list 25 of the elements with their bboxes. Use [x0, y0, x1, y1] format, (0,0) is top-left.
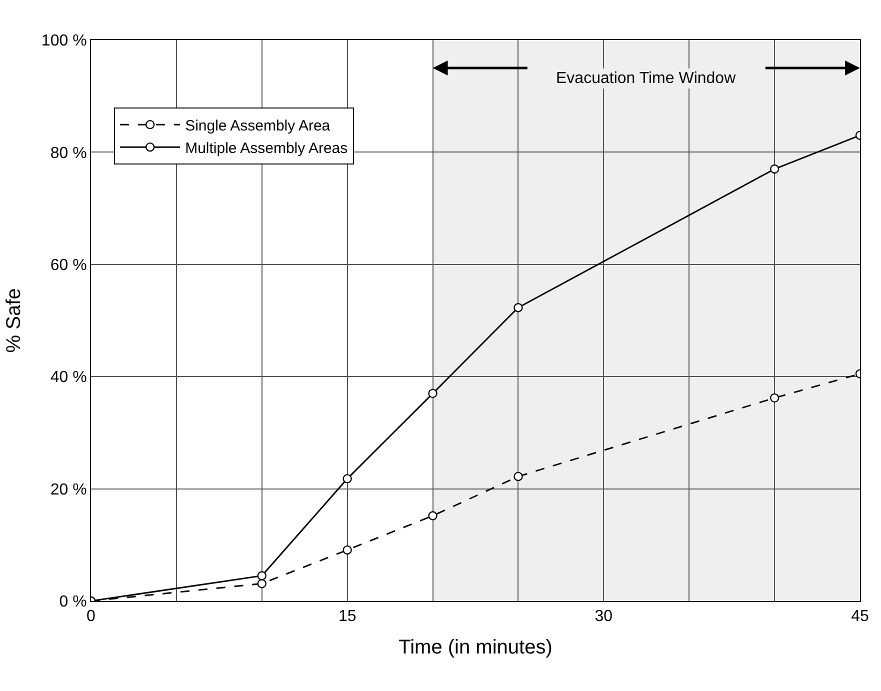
point	[428, 388, 438, 398]
y-tick-label: 0 %	[59, 594, 87, 611]
y-tick-label: 80 %	[50, 144, 87, 162]
x-tick-label: 45	[851, 608, 869, 626]
y-tick-label: 60 %	[50, 257, 87, 274]
point	[257, 579, 266, 588]
y-axis-title: % Safe	[2, 288, 25, 353]
band-label: Evacuation Time Window	[556, 70, 736, 87]
point	[514, 472, 523, 482]
legend-label: Single Assembly Area	[185, 117, 331, 134]
point	[428, 511, 438, 520]
y-tick-label: 40 %	[50, 369, 87, 386]
y-tick-label: 20 %	[50, 481, 87, 498]
legend-label: Multiple Assembly Areas	[185, 140, 348, 157]
point	[770, 164, 780, 174]
x-axis-title: Time (in minutes)	[398, 636, 552, 659]
x-tick-label: 15	[338, 608, 356, 626]
x-tick-label: 0	[86, 608, 96, 626]
point	[342, 474, 352, 484]
point	[342, 545, 352, 555]
y-tick-label: 100 %	[41, 32, 87, 50]
point	[770, 393, 780, 403]
point	[257, 571, 266, 580]
x-tick-label: 30	[594, 608, 613, 626]
point	[514, 303, 523, 312]
